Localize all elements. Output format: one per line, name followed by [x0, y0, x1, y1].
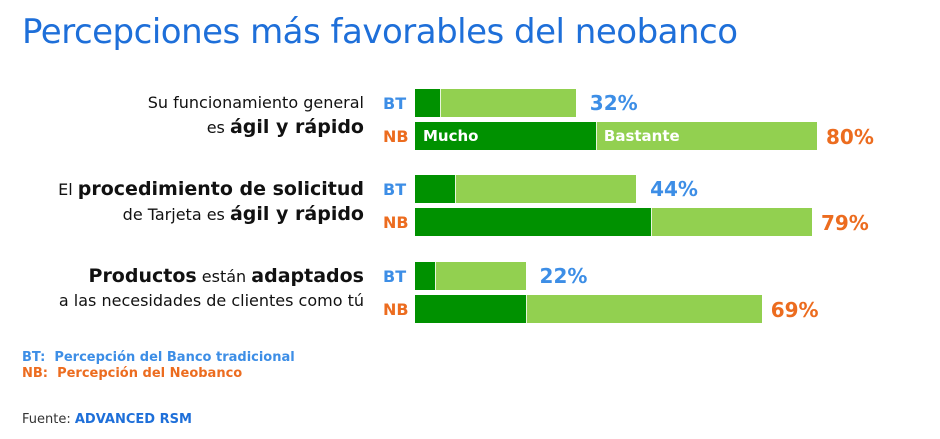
chart-title: Percepciones más favorables del neobanco: [22, 12, 738, 52]
bar-bastante: [440, 89, 576, 117]
legend-bt: BT: Percepción del Banco tradicional: [22, 350, 295, 365]
label-segment: de Tarjeta es: [122, 205, 230, 224]
label-segment: procedimiento de solicitud: [77, 178, 364, 200]
legend-key: BT:: [22, 350, 46, 365]
category-label: Su funcionamiento general es ágil y rápid…: [148, 91, 364, 140]
bar-bastante: [455, 175, 637, 203]
group-label: BT: [383, 267, 407, 286]
group-label: BT: [383, 94, 407, 113]
category-label-line: Su funcionamiento general: [148, 91, 364, 115]
bar-mucho: [415, 208, 652, 236]
segment-label-mucho: Mucho: [423, 127, 479, 145]
bar-mucho: [415, 175, 456, 203]
label-segment: están: [196, 267, 252, 286]
label-segment: adaptados: [251, 265, 364, 287]
category-label-line: de Tarjeta es ágil y rápido: [58, 202, 364, 227]
source-note: Fuente: ADVANCED RSM: [22, 412, 192, 427]
value-label: 80%: [826, 125, 874, 149]
label-segment: ágil y rápido: [229, 116, 364, 138]
legend-text: Percepción del Neobanco: [57, 366, 243, 381]
bar-mucho: [415, 89, 441, 117]
bar-mucho: [415, 122, 596, 150]
segment-label-bastante: Bastante: [603, 127, 680, 145]
legend-nb: NB: Percepción del Neobanco: [22, 366, 242, 381]
bar-bastante: [525, 295, 762, 323]
bar-bastante: [651, 208, 812, 236]
category-label-line: es ágil y rápido: [148, 115, 364, 140]
group-label: BT: [383, 180, 407, 199]
legend-text: Percepción del Banco tradicional: [54, 350, 295, 365]
category-label: El procedimiento de solicitud de Tarjeta …: [58, 177, 364, 227]
category-label: Productos están adaptados a las necesidad…: [59, 264, 364, 313]
legend-key: NB:: [22, 366, 48, 381]
category-label-line: El procedimiento de solicitud: [58, 177, 364, 202]
group-label: NB: [383, 300, 409, 319]
source-name: ADVANCED RSM: [74, 412, 192, 427]
bar-mucho: [415, 295, 526, 323]
value-label: 69%: [770, 298, 819, 322]
category-label-line: a las necesidades de clientes como tú: [59, 289, 364, 313]
value-label: 32%: [589, 91, 638, 115]
label-segment: Su funcionamiento general: [147, 93, 364, 112]
bar-bastante: [435, 262, 526, 290]
source-label: Fuente:: [22, 412, 71, 427]
bar-mucho: [415, 262, 436, 290]
value-label: 79%: [820, 211, 869, 235]
group-label: NB: [383, 213, 409, 232]
category-label-line: Productos están adaptados: [59, 264, 364, 289]
value-label: 44%: [650, 177, 698, 201]
group-label: NB: [383, 127, 409, 146]
bar-bastante: [595, 122, 817, 150]
label-segment: Productos: [88, 265, 197, 287]
label-segment: a las necesidades de clientes como tú: [58, 291, 364, 310]
label-segment: es: [206, 118, 230, 137]
label-segment: El: [58, 180, 78, 199]
value-label: 22%: [539, 264, 588, 288]
label-segment: ágil y rápido: [229, 203, 364, 225]
